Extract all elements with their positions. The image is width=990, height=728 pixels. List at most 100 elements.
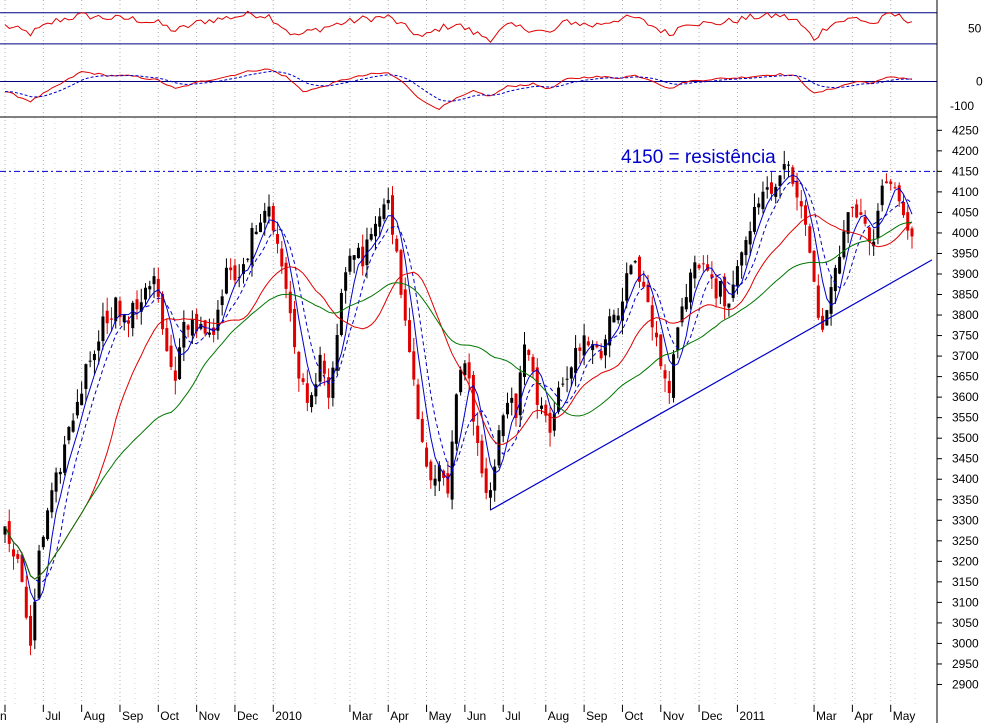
candle-body (105, 310, 109, 324)
macd-tick-label: -100 (950, 99, 974, 113)
month-label: Dec (701, 709, 722, 723)
price-tick-label: 3450 (952, 452, 979, 466)
candle-body (821, 315, 825, 330)
candle-body (565, 378, 569, 380)
candle-body (769, 182, 773, 194)
macd-tick-label: 0 (976, 75, 983, 89)
candle-body (199, 323, 203, 329)
candle-body (348, 255, 352, 272)
candle-body (591, 344, 595, 351)
candle-body (344, 272, 348, 291)
candle-body (765, 187, 769, 190)
candle-body (29, 615, 33, 646)
candle-body (569, 367, 573, 379)
price-tick-label: 3150 (952, 575, 979, 589)
ma-mid-line (4, 214, 913, 580)
candle-body (425, 447, 429, 467)
month-label: n (0, 709, 7, 723)
candle-body (314, 384, 318, 397)
month-label: May (893, 709, 916, 723)
candle-body (280, 248, 284, 267)
candle-body (139, 302, 143, 312)
price-tick-label: 3900 (952, 267, 979, 281)
candle-body (637, 256, 641, 282)
candle-body (126, 320, 130, 324)
price-tick-label: 3400 (952, 472, 979, 486)
candle-body (148, 286, 152, 290)
candle-body (395, 238, 399, 252)
resistance-label: 4150 = resistência (621, 147, 776, 168)
candle-body (471, 374, 475, 422)
candle-body (182, 321, 186, 348)
candle-body (667, 380, 671, 394)
month-label: May (429, 709, 452, 723)
candle-body (505, 402, 509, 415)
month-axis: n Jul Aug Sep Oct Nov Dec 2010 Mar Apr May Jun Jul Au… (0, 705, 915, 723)
candle-body (910, 228, 914, 237)
candle-body (54, 472, 58, 492)
candle-body (220, 296, 224, 306)
candle-body (416, 384, 420, 420)
candle-body (322, 360, 326, 374)
candle-body (620, 301, 624, 321)
candle-body (757, 203, 761, 208)
candle-body (838, 256, 842, 274)
candle-body (276, 234, 280, 244)
candle-body (599, 350, 603, 359)
candle-body (114, 297, 118, 322)
macd-panel (0, 0, 938, 723)
candle-body (41, 536, 45, 548)
candle-body (659, 334, 663, 367)
candle-body (433, 478, 437, 486)
candle-body (63, 444, 67, 473)
candle-body (258, 222, 262, 233)
candle-body (369, 234, 373, 240)
candle-body (723, 276, 727, 307)
candle-body (612, 314, 616, 323)
candle-body (195, 313, 199, 332)
month-label: Sep (586, 709, 608, 723)
candle-body (586, 341, 590, 346)
price-axis: 4250 4200 4150 4100 4050 4000 3950 3900 3850 3800… (937, 21, 983, 691)
candle-body (216, 309, 220, 331)
candle-body (718, 280, 722, 297)
candle-body (233, 265, 237, 281)
candle-body (548, 412, 552, 433)
candle-body (152, 276, 156, 285)
candle-body (642, 281, 646, 287)
candle-body (880, 185, 884, 206)
price-tick-label: 3700 (952, 349, 979, 363)
candle-body (454, 394, 458, 444)
candle-body (437, 465, 441, 482)
candle-body (37, 550, 41, 599)
month-label: Apr (390, 709, 409, 723)
candle-body (12, 549, 16, 557)
month-label: Jun (467, 709, 486, 723)
month-label: Nov (199, 709, 220, 723)
candle-body (523, 344, 527, 377)
candle-body (408, 320, 412, 353)
candle-body (510, 397, 514, 403)
candle-body (156, 278, 160, 297)
price-tick-label: 3100 (952, 595, 979, 609)
candle-body (327, 377, 331, 398)
candle-body (429, 461, 433, 481)
candle-body (122, 315, 126, 323)
month-label: Sep (122, 709, 144, 723)
candle-body (693, 262, 697, 279)
candle-body (595, 344, 599, 348)
candle-body (778, 175, 782, 187)
candle-body (812, 250, 816, 282)
price-tick-label: 4100 (952, 185, 979, 199)
price-tick-label: 3600 (952, 390, 979, 404)
candle-body (33, 601, 37, 641)
month-label: Jul (505, 709, 520, 723)
candle-body (884, 181, 888, 184)
price-tick-label: 4250 (952, 123, 979, 137)
candle-body (676, 327, 680, 351)
ma-fast-dashed-line (4, 180, 913, 583)
candle-body (829, 287, 833, 314)
candle-body (625, 273, 629, 301)
candle-body (859, 212, 863, 215)
